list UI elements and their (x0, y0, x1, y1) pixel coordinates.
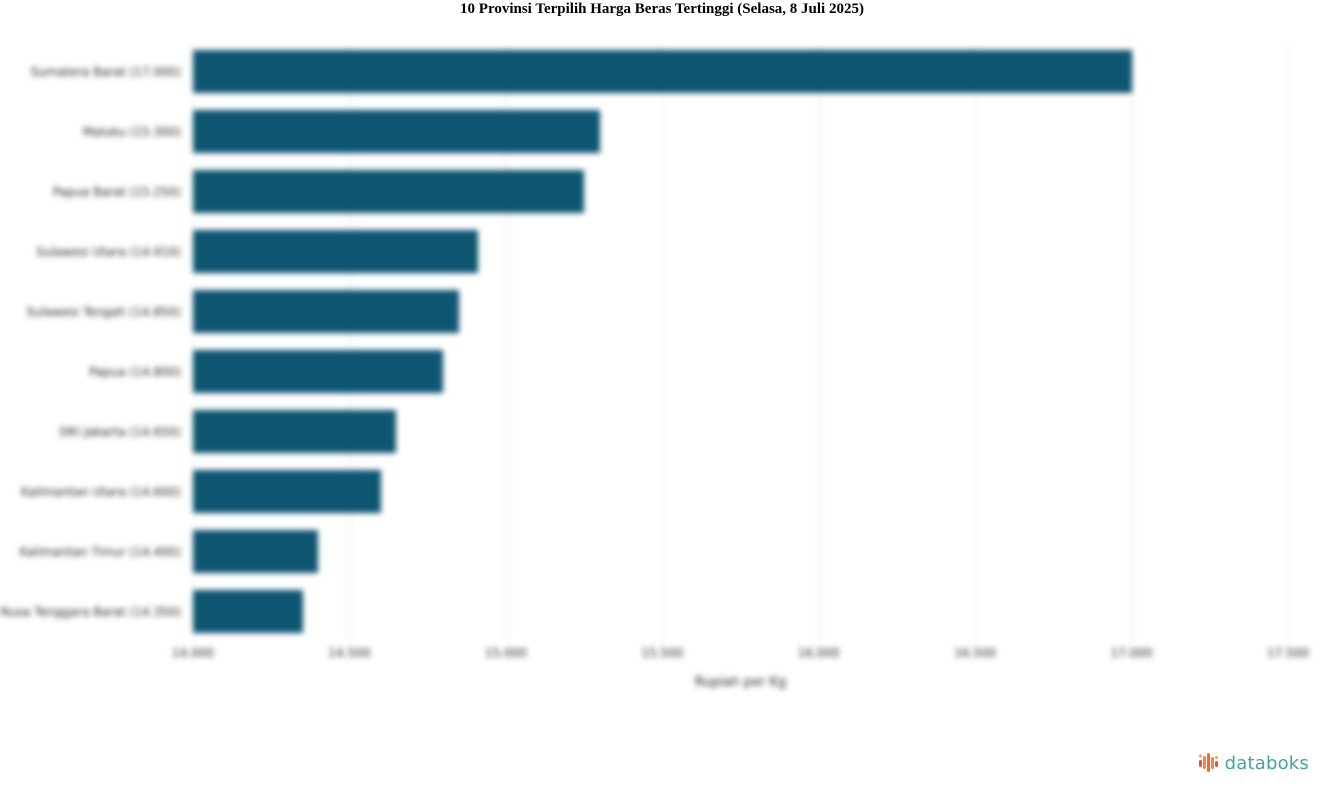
x-tick-label: 17.500 (1267, 646, 1309, 660)
gridline (662, 45, 664, 642)
bar (193, 170, 585, 213)
x-tick-label: 14.500 (328, 646, 371, 660)
y-axis-label: Papua Barat (15.250) (52, 184, 181, 199)
gridline (1131, 45, 1133, 642)
gridline (1288, 45, 1289, 642)
y-axis-label: Maluku (15.300) (83, 124, 181, 139)
gridline (193, 45, 194, 642)
gridline (975, 45, 977, 642)
x-tick-label: 16.000 (797, 646, 840, 660)
x-tick-label: 14.000 (172, 646, 214, 660)
x-axis-label: Rupiah per Kg (694, 675, 787, 690)
databoks-icon (1198, 753, 1218, 772)
y-axis-label: Kalimantan Timur (14.400) (19, 544, 182, 559)
chart-title: 10 Provinsi Terpilih Harga Beras Terting… (460, 1, 864, 17)
y-axis-labels: Sumatera Barat (17.000) Maluku (15.300) Pa… (0, 0, 187, 792)
y-axis-label: Nusa Tenggara Barat (14.350) (0, 604, 181, 619)
y-axis-label: DKI Jakarta (14.650) (59, 424, 181, 439)
y-axis-label: Kalimantan Utara (14.600) (20, 484, 181, 499)
bar (193, 110, 600, 153)
bar (193, 530, 319, 573)
x-tick-label: 17.000 (1110, 646, 1153, 660)
bar (193, 230, 478, 273)
x-axis-ticks: 14.000 14.500 15.000 15.500 16.000 16.500 17.0… (172, 646, 1309, 662)
y-axis-label: Sumatera Barat (17.000) (30, 64, 181, 79)
y-axis-label: Sulawesi Tengah (14.850) (26, 304, 181, 319)
databoks-logo-text: databoks (1224, 752, 1309, 774)
plot-area (193, 42, 1289, 642)
bar (193, 410, 397, 453)
bar (193, 470, 381, 513)
gridline (349, 45, 351, 642)
y-axis-label: Sulawesi Utara (14.910) (36, 244, 181, 259)
bar (193, 290, 459, 333)
x-tick-label: 16.500 (954, 646, 997, 660)
gridline (818, 45, 820, 642)
databoks-logo[interactable]: databoks (1198, 751, 1309, 775)
x-tick-label: 15.000 (484, 646, 527, 660)
bar (193, 50, 1132, 93)
y-axis-label: Papua (14.800) (89, 364, 181, 379)
bar (193, 350, 444, 393)
bar (193, 590, 303, 633)
gridline (505, 45, 507, 642)
x-tick-label: 15.500 (641, 646, 684, 660)
